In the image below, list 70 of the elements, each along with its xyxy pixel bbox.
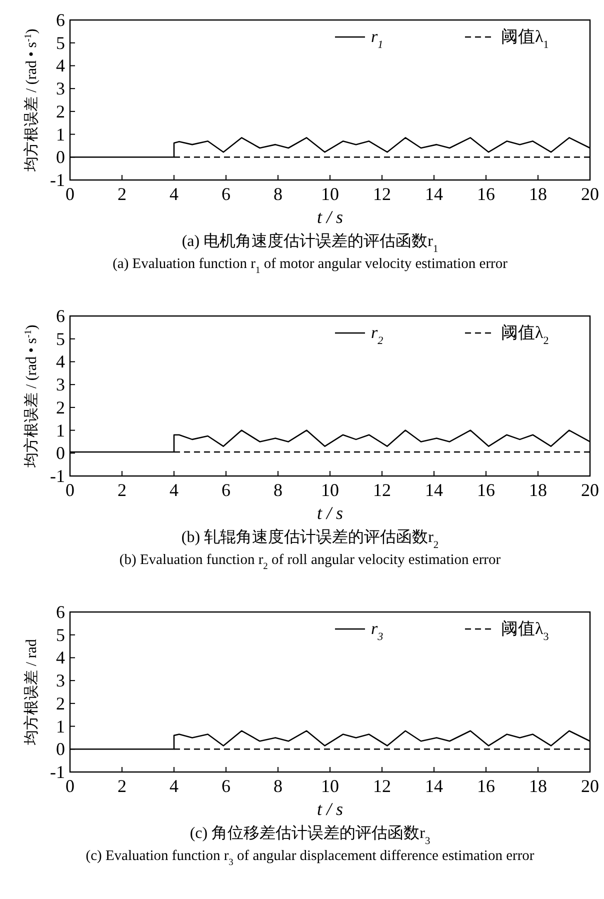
x-tick-label: 6: [222, 480, 230, 500]
y-tick-label: 2: [56, 397, 65, 418]
x-tick-label: 10: [321, 776, 339, 796]
x-tick-label: 16: [477, 184, 495, 204]
x-tick-label: 2: [118, 480, 126, 500]
legend-label: r$_{1}$: [371, 27, 384, 51]
x-axis-title: t / s: [316, 799, 344, 819]
x-tick-label: 8: [274, 776, 282, 796]
legend-label: 阈值λ$_{3}$: [501, 619, 550, 643]
y-tick-label: 6: [56, 10, 65, 30]
x-tick-label: 10: [321, 480, 339, 500]
x-tick-label: 12: [373, 184, 391, 204]
y-tick-label: 1: [56, 420, 65, 440]
x-tick-label: 6: [222, 184, 230, 204]
legend-label: r$_{3}$: [371, 619, 384, 643]
x-tick-label: 16: [477, 480, 495, 500]
text: (b) 轧辊角速度估计误差的评估函数r$_{2}$: [181, 528, 439, 550]
y-tick-label: -1: [50, 466, 65, 486]
y-axis-title: 均方根误差 / rad: [23, 638, 40, 746]
x-tick-label: 18: [529, 480, 547, 500]
x-tick-label: 14: [425, 776, 443, 796]
y-tick-label: 5: [56, 624, 65, 645]
text: (a) Evaluation function r$_{1}$ of motor angular velocity estimation error: [112, 256, 508, 276]
text: (b) Evaluation function r$_{2}$ of roll angular velocity estimation error: [119, 552, 501, 572]
y-tick-label: 2: [56, 101, 65, 122]
legend-label: r$_{2}$: [371, 323, 384, 347]
text: (c) 角位移差估计误差的评估函数r$_{3}$: [190, 824, 430, 846]
x-tick-label: 10: [321, 184, 339, 204]
y-tick-label: 4: [56, 56, 65, 76]
y-tick-label: 1: [56, 124, 65, 144]
x-tick-label: 8: [274, 480, 282, 500]
y-tick-label: 6: [56, 602, 65, 622]
y-tick-label: 0: [56, 739, 65, 760]
y-tick-label: 4: [56, 352, 65, 372]
y-tick-label: 3: [56, 374, 65, 395]
y-tick-label: -1: [50, 762, 65, 782]
x-tick-label: 8: [274, 184, 282, 204]
x-tick-label: 16: [477, 776, 495, 796]
x-tick-label: 20: [581, 776, 599, 796]
y-tick-label: 1: [56, 716, 65, 736]
x-tick-label: 14: [425, 184, 443, 204]
x-tick-label: 18: [529, 184, 547, 204]
y-tick-label: 5: [56, 328, 65, 349]
x-tick-label: 2: [118, 776, 126, 796]
x-tick-label: 6: [222, 776, 230, 796]
x-tick-label: 20: [581, 184, 599, 204]
legend-label: 阈值λ$_{2}$: [501, 323, 549, 347]
x-tick-label: 4: [170, 480, 178, 500]
x-tick-label: 4: [170, 184, 178, 204]
y-tick-label: 3: [56, 78, 65, 99]
x-tick-label: 12: [373, 776, 391, 796]
y-tick-label: 5: [56, 32, 65, 53]
y-tick-label: 3: [56, 670, 65, 691]
x-tick-label: 2: [118, 184, 126, 204]
x-tick-label: 12: [373, 480, 391, 500]
x-tick-label: 20: [581, 480, 599, 500]
legend-label: 阈值λ$_{1}$: [501, 27, 549, 51]
x-tick-label: 14: [425, 480, 443, 500]
x-tick-label: 18: [529, 776, 547, 796]
y-tick-label: 2: [56, 693, 65, 714]
x-tick-label: 4: [170, 776, 178, 796]
y-tick-label: -1: [50, 170, 65, 190]
y-tick-label: 6: [56, 306, 65, 326]
y-tick-label: 4: [56, 648, 65, 668]
y-tick-label: 0: [56, 443, 65, 464]
x-axis-title: t / s: [316, 207, 344, 227]
y-tick-label: 0: [56, 147, 65, 168]
text: (a) 电机角速度估计误差的评估函数r$_{1}$: [182, 232, 438, 254]
text: (c) Evaluation function r$_{3}$ of angular displacement difference estimation error: [86, 848, 534, 868]
x-axis-title: t / s: [316, 503, 344, 523]
